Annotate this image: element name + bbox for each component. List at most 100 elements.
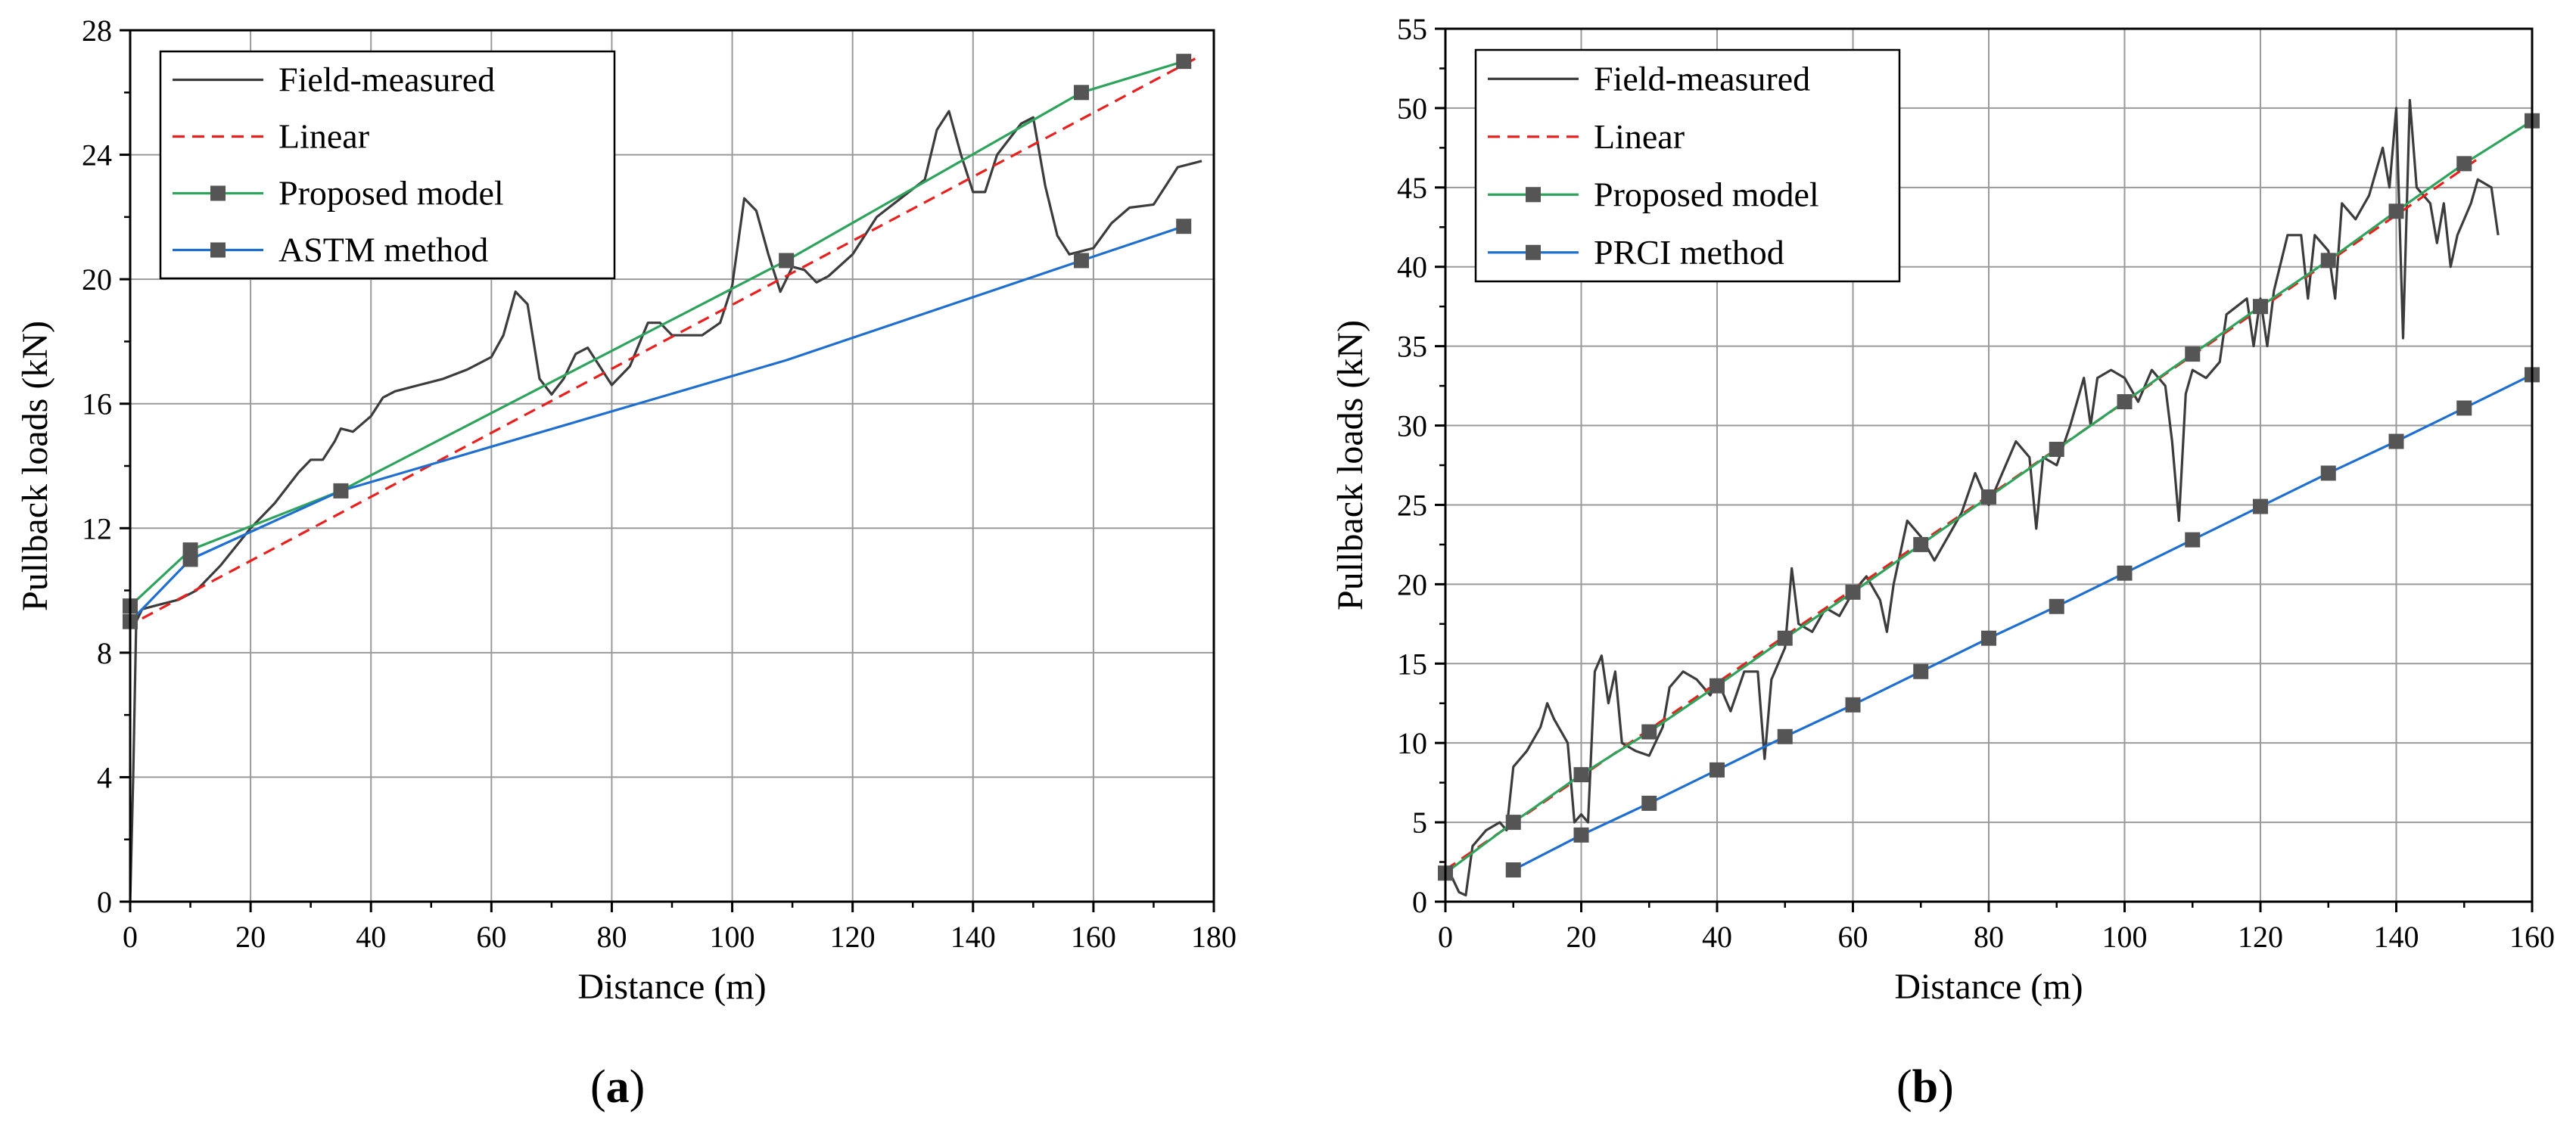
data-point-a-astm-method-1 xyxy=(182,551,198,567)
legend-label-a-proposed-model: Proposed model xyxy=(278,174,504,213)
series-line-a-field-measured xyxy=(130,110,1202,902)
series-line-a-linear xyxy=(142,54,1202,620)
x-tick-label-a-4: 80 xyxy=(596,920,627,954)
x-tick-label-b-8: 160 xyxy=(2509,920,2555,954)
y-tick-label-b-5: 25 xyxy=(1397,488,1427,522)
y-tick-label-a-1: 4 xyxy=(97,760,112,794)
legend-label-b-field-measured: Field-measured xyxy=(1594,59,1810,98)
panel-label-a-letter: a xyxy=(605,1061,630,1113)
data-point-b-proposed-model-14 xyxy=(2388,203,2404,219)
x-tick-label-a-0: 0 xyxy=(123,920,138,954)
y-tick-label-a-0: 0 xyxy=(97,885,112,919)
data-point-b-proposed-model-7 xyxy=(1913,536,1929,552)
x-tick-label-b-7: 140 xyxy=(2374,920,2419,954)
data-point-b-proposed-model-13 xyxy=(2320,253,2336,269)
data-point-b-prci-method-9 xyxy=(2117,565,2133,581)
data-point-b-prci-method-8 xyxy=(2049,598,2064,614)
data-point-b-prci-method-1 xyxy=(1573,827,1589,843)
legend-marker-a-proposed-model xyxy=(210,185,226,201)
y-tick-label-a-6: 24 xyxy=(82,138,112,172)
legend-label-a-field-measured: Field-measured xyxy=(278,61,495,99)
y-tick-label-b-4: 20 xyxy=(1397,567,1427,601)
data-point-b-prci-method-14 xyxy=(2456,400,2472,416)
x-axis-title-a: Distance (m) xyxy=(577,967,766,1007)
data-point-b-proposed-model-10 xyxy=(2117,394,2133,410)
data-point-b-proposed-model-5 xyxy=(1777,630,1793,646)
x-tick-label-a-2: 40 xyxy=(356,920,386,954)
y-tick-label-b-1: 5 xyxy=(1412,806,1427,840)
x-tick-label-b-2: 40 xyxy=(1702,920,1732,954)
y-tick-label-b-3: 15 xyxy=(1397,647,1427,681)
data-point-b-proposed-model-12 xyxy=(2253,299,2268,315)
x-tick-label-b-5: 100 xyxy=(2102,920,2148,954)
y-tick-label-a-7: 28 xyxy=(82,14,112,48)
chart-panel-b: 0 20 40 60 80 100 120 140 160 0 5 10 15 20 25 30 35 40 45 5… xyxy=(1330,12,2555,1007)
y-tick-label-b-10: 50 xyxy=(1397,92,1427,126)
panel-label-b-letter: b xyxy=(1912,1061,1939,1113)
legend-box-a xyxy=(159,50,616,280)
data-point-b-proposed-model-2 xyxy=(1573,767,1589,783)
y-tick-label-b-6: 30 xyxy=(1397,409,1427,443)
x-tick-label-b-3: 60 xyxy=(1838,920,1868,954)
series-line-b-linear xyxy=(1445,157,2479,871)
y-tick-label-a-5: 20 xyxy=(82,262,112,297)
data-point-b-prci-method-12 xyxy=(2320,465,2336,481)
x-tick-label-a-1: 20 xyxy=(235,920,266,954)
legend-label-a-linear: Linear xyxy=(278,117,369,156)
data-point-a-proposed-model-4 xyxy=(1073,85,1089,101)
legend-label-b-proposed-model: Proposed model xyxy=(1594,175,1819,213)
data-point-a-proposed-model-5 xyxy=(1176,54,1192,70)
x-tick-label-a-6: 120 xyxy=(830,920,876,954)
x-tick-label-b-0: 0 xyxy=(1438,920,1453,954)
series-line-a-proposed-model xyxy=(130,60,1184,607)
data-point-b-prci-method-5 xyxy=(1845,697,1861,713)
data-point-b-proposed-model-4 xyxy=(1710,678,1725,694)
data-point-a-proposed-model-2 xyxy=(333,483,349,498)
plot-frame-a xyxy=(129,29,1215,903)
data-point-b-proposed-model-3 xyxy=(1641,724,1657,740)
data-point-b-proposed-model-6 xyxy=(1845,584,1861,600)
x-tick-label-a-5: 100 xyxy=(710,920,755,954)
y-axis-title-b: Pullback loads (kN) xyxy=(1330,320,1370,610)
data-point-b-prci-method-6 xyxy=(1913,663,1929,679)
data-point-b-proposed-model-15 xyxy=(2456,156,2472,172)
y-tick-label-b-7: 35 xyxy=(1397,330,1427,364)
data-point-a-astm-method-2 xyxy=(1073,253,1089,269)
legend-marker-b-proposed-model xyxy=(1526,187,1541,203)
x-tick-label-a-7: 140 xyxy=(950,920,996,954)
panel-label-b: (b) xyxy=(1896,1061,1954,1113)
data-point-b-prci-method-0 xyxy=(1505,862,1521,878)
legend-label-b-linear: Linear xyxy=(1594,117,1685,156)
y-axis-title-a: Pullback loads (kN) xyxy=(15,321,55,611)
data-point-b-prci-method-3 xyxy=(1710,762,1725,778)
legend-box-b xyxy=(1474,48,1901,283)
x-tick-label-a-3: 60 xyxy=(476,920,506,954)
data-point-b-proposed-model-9 xyxy=(2049,442,2064,458)
chart-panel-a: 0 20 40 60 80 100 120 140 160 180 0 4 8 12 16 20 24 28 Dis… xyxy=(15,14,1237,1007)
panel-label-a: (a) xyxy=(590,1061,646,1113)
y-tick-label-b-2: 10 xyxy=(1397,726,1427,760)
series-line-a-astm-method xyxy=(130,225,1184,623)
x-tick-label-b-4: 80 xyxy=(1974,920,2004,954)
series-line-b-prci-method xyxy=(1513,373,2532,871)
y-tick-label-a-2: 8 xyxy=(97,636,112,670)
data-point-b-prci-method-13 xyxy=(2388,433,2404,449)
y-tick-label-b-11: 55 xyxy=(1397,12,1427,46)
legend-label-a-astm-method: ASTM method xyxy=(278,231,488,269)
x-tick-label-b-6: 120 xyxy=(2238,920,2283,954)
x-axis-title-b: Distance (m) xyxy=(1894,967,2083,1007)
data-point-a-astm-method-3 xyxy=(1176,219,1192,234)
data-point-b-proposed-model-11 xyxy=(2185,346,2201,362)
data-point-b-prci-method-10 xyxy=(2185,532,2201,548)
x-tick-label-a-9: 180 xyxy=(1191,920,1237,954)
data-point-b-proposed-model-8 xyxy=(1981,489,1996,505)
y-tick-label-b-9: 45 xyxy=(1397,171,1427,205)
x-tick-label-a-8: 160 xyxy=(1071,920,1116,954)
data-point-a-proposed-model-3 xyxy=(779,253,795,269)
legend-marker-a-astm-method xyxy=(210,242,226,258)
plot-frame-b xyxy=(1444,27,2534,903)
y-tick-label-a-4: 16 xyxy=(82,387,112,421)
data-point-b-prci-method-11 xyxy=(2253,498,2268,514)
y-tick-label-a-3: 12 xyxy=(82,511,112,545)
